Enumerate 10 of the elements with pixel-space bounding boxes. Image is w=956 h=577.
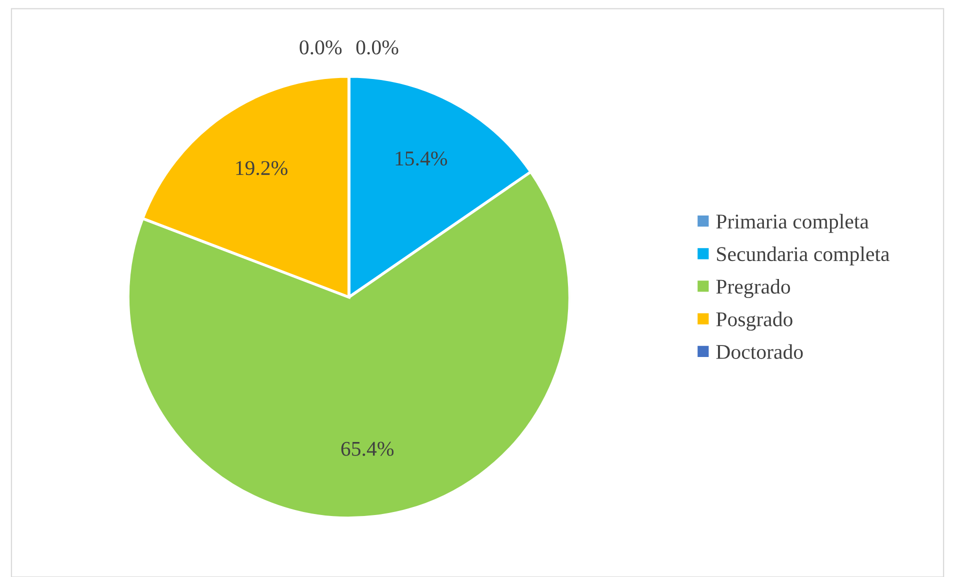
text: 0.0% xyxy=(356,40,398,55)
legend-label: Primaria completa xyxy=(716,214,869,233)
legend-label: Posgrado xyxy=(716,312,792,331)
legend-label: Pregrado xyxy=(716,279,790,298)
data-label: 19.2% xyxy=(236,161,288,176)
data-label: 65.4% xyxy=(341,442,394,456)
data-label: 15.4% xyxy=(396,151,448,166)
text: 0.0% xyxy=(300,40,342,55)
legend-label: Doctorado xyxy=(716,344,803,359)
legend-label: Secundaria completa xyxy=(717,246,890,266)
